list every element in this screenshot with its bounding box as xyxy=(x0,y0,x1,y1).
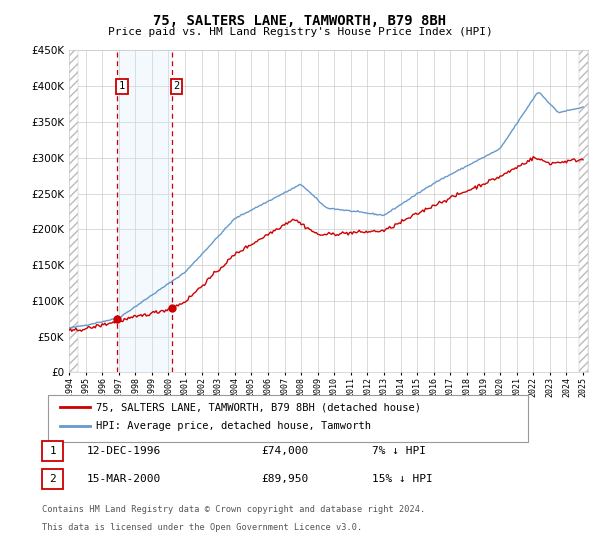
Text: Contains HM Land Registry data © Crown copyright and database right 2024.: Contains HM Land Registry data © Crown c… xyxy=(42,505,425,514)
Text: £74,000: £74,000 xyxy=(261,446,308,456)
Text: 2: 2 xyxy=(173,81,180,91)
Text: This data is licensed under the Open Government Licence v3.0.: This data is licensed under the Open Gov… xyxy=(42,523,362,532)
Bar xyxy=(118,50,172,372)
Text: 1: 1 xyxy=(49,446,56,456)
Text: 15% ↓ HPI: 15% ↓ HPI xyxy=(372,474,433,484)
Text: 1: 1 xyxy=(119,81,125,91)
Text: £89,950: £89,950 xyxy=(261,474,308,484)
Text: Price paid vs. HM Land Registry's House Price Index (HPI): Price paid vs. HM Land Registry's House … xyxy=(107,27,493,37)
Text: 75, SALTERS LANE, TAMWORTH, B79 8BH: 75, SALTERS LANE, TAMWORTH, B79 8BH xyxy=(154,14,446,28)
Text: 7% ↓ HPI: 7% ↓ HPI xyxy=(372,446,426,456)
Text: HPI: Average price, detached house, Tamworth: HPI: Average price, detached house, Tamw… xyxy=(96,421,371,431)
Text: 12-DEC-1996: 12-DEC-1996 xyxy=(87,446,161,456)
Text: 2: 2 xyxy=(49,474,56,484)
Text: 75, SALTERS LANE, TAMWORTH, B79 8BH (detached house): 75, SALTERS LANE, TAMWORTH, B79 8BH (det… xyxy=(96,402,421,412)
Text: 15-MAR-2000: 15-MAR-2000 xyxy=(87,474,161,484)
